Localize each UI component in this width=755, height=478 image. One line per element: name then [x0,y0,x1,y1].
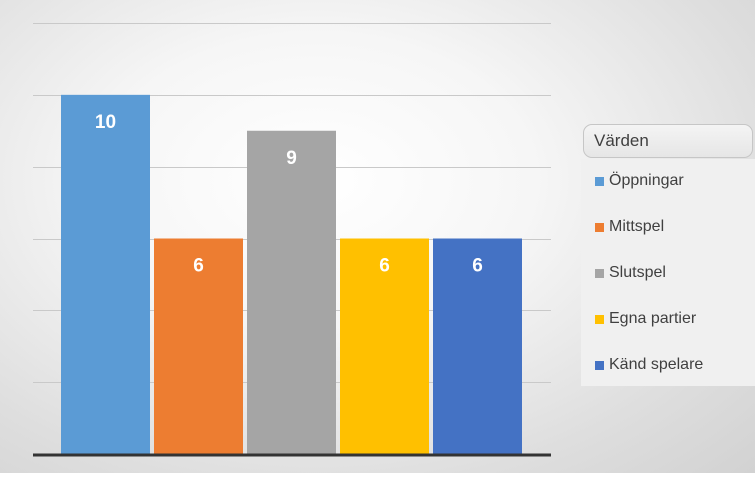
bar [247,130,336,454]
legend-swatch [595,268,604,278]
legend-title: Värden [583,124,753,158]
legend-label: Slutspel [609,264,666,281]
legend: Värden Öppningar Mittspel Slutspel Egna par… [581,124,755,386]
legend-label: Känd spelare [609,356,704,373]
legend-swatch [595,360,604,370]
legend-item: Slutspel [595,260,666,286]
legend-swatch [595,222,604,232]
bar [433,238,522,454]
legend-swatch [595,176,604,186]
legend-label: Öppningar [609,172,684,189]
legend-item: Öppningar [595,168,684,194]
bar [340,238,429,454]
data-label: 9 [286,148,297,169]
legend-item: Känd spelare [595,352,703,378]
data-labels: 10 6 9 6 6 [95,112,483,277]
legend-box [581,159,755,386]
legend-item: Egna partier [595,306,696,332]
data-label: 10 [95,112,116,133]
legend-item: Mittspel [595,214,664,240]
data-label: 6 [379,256,390,277]
legend-swatch [595,314,604,324]
data-label: 6 [472,256,483,277]
legend-label: Egna partier [609,310,697,327]
bar [61,94,150,454]
legend-label: Mittspel [609,218,665,235]
bar [154,238,243,454]
data-label: 6 [193,256,204,277]
bars [61,94,522,454]
